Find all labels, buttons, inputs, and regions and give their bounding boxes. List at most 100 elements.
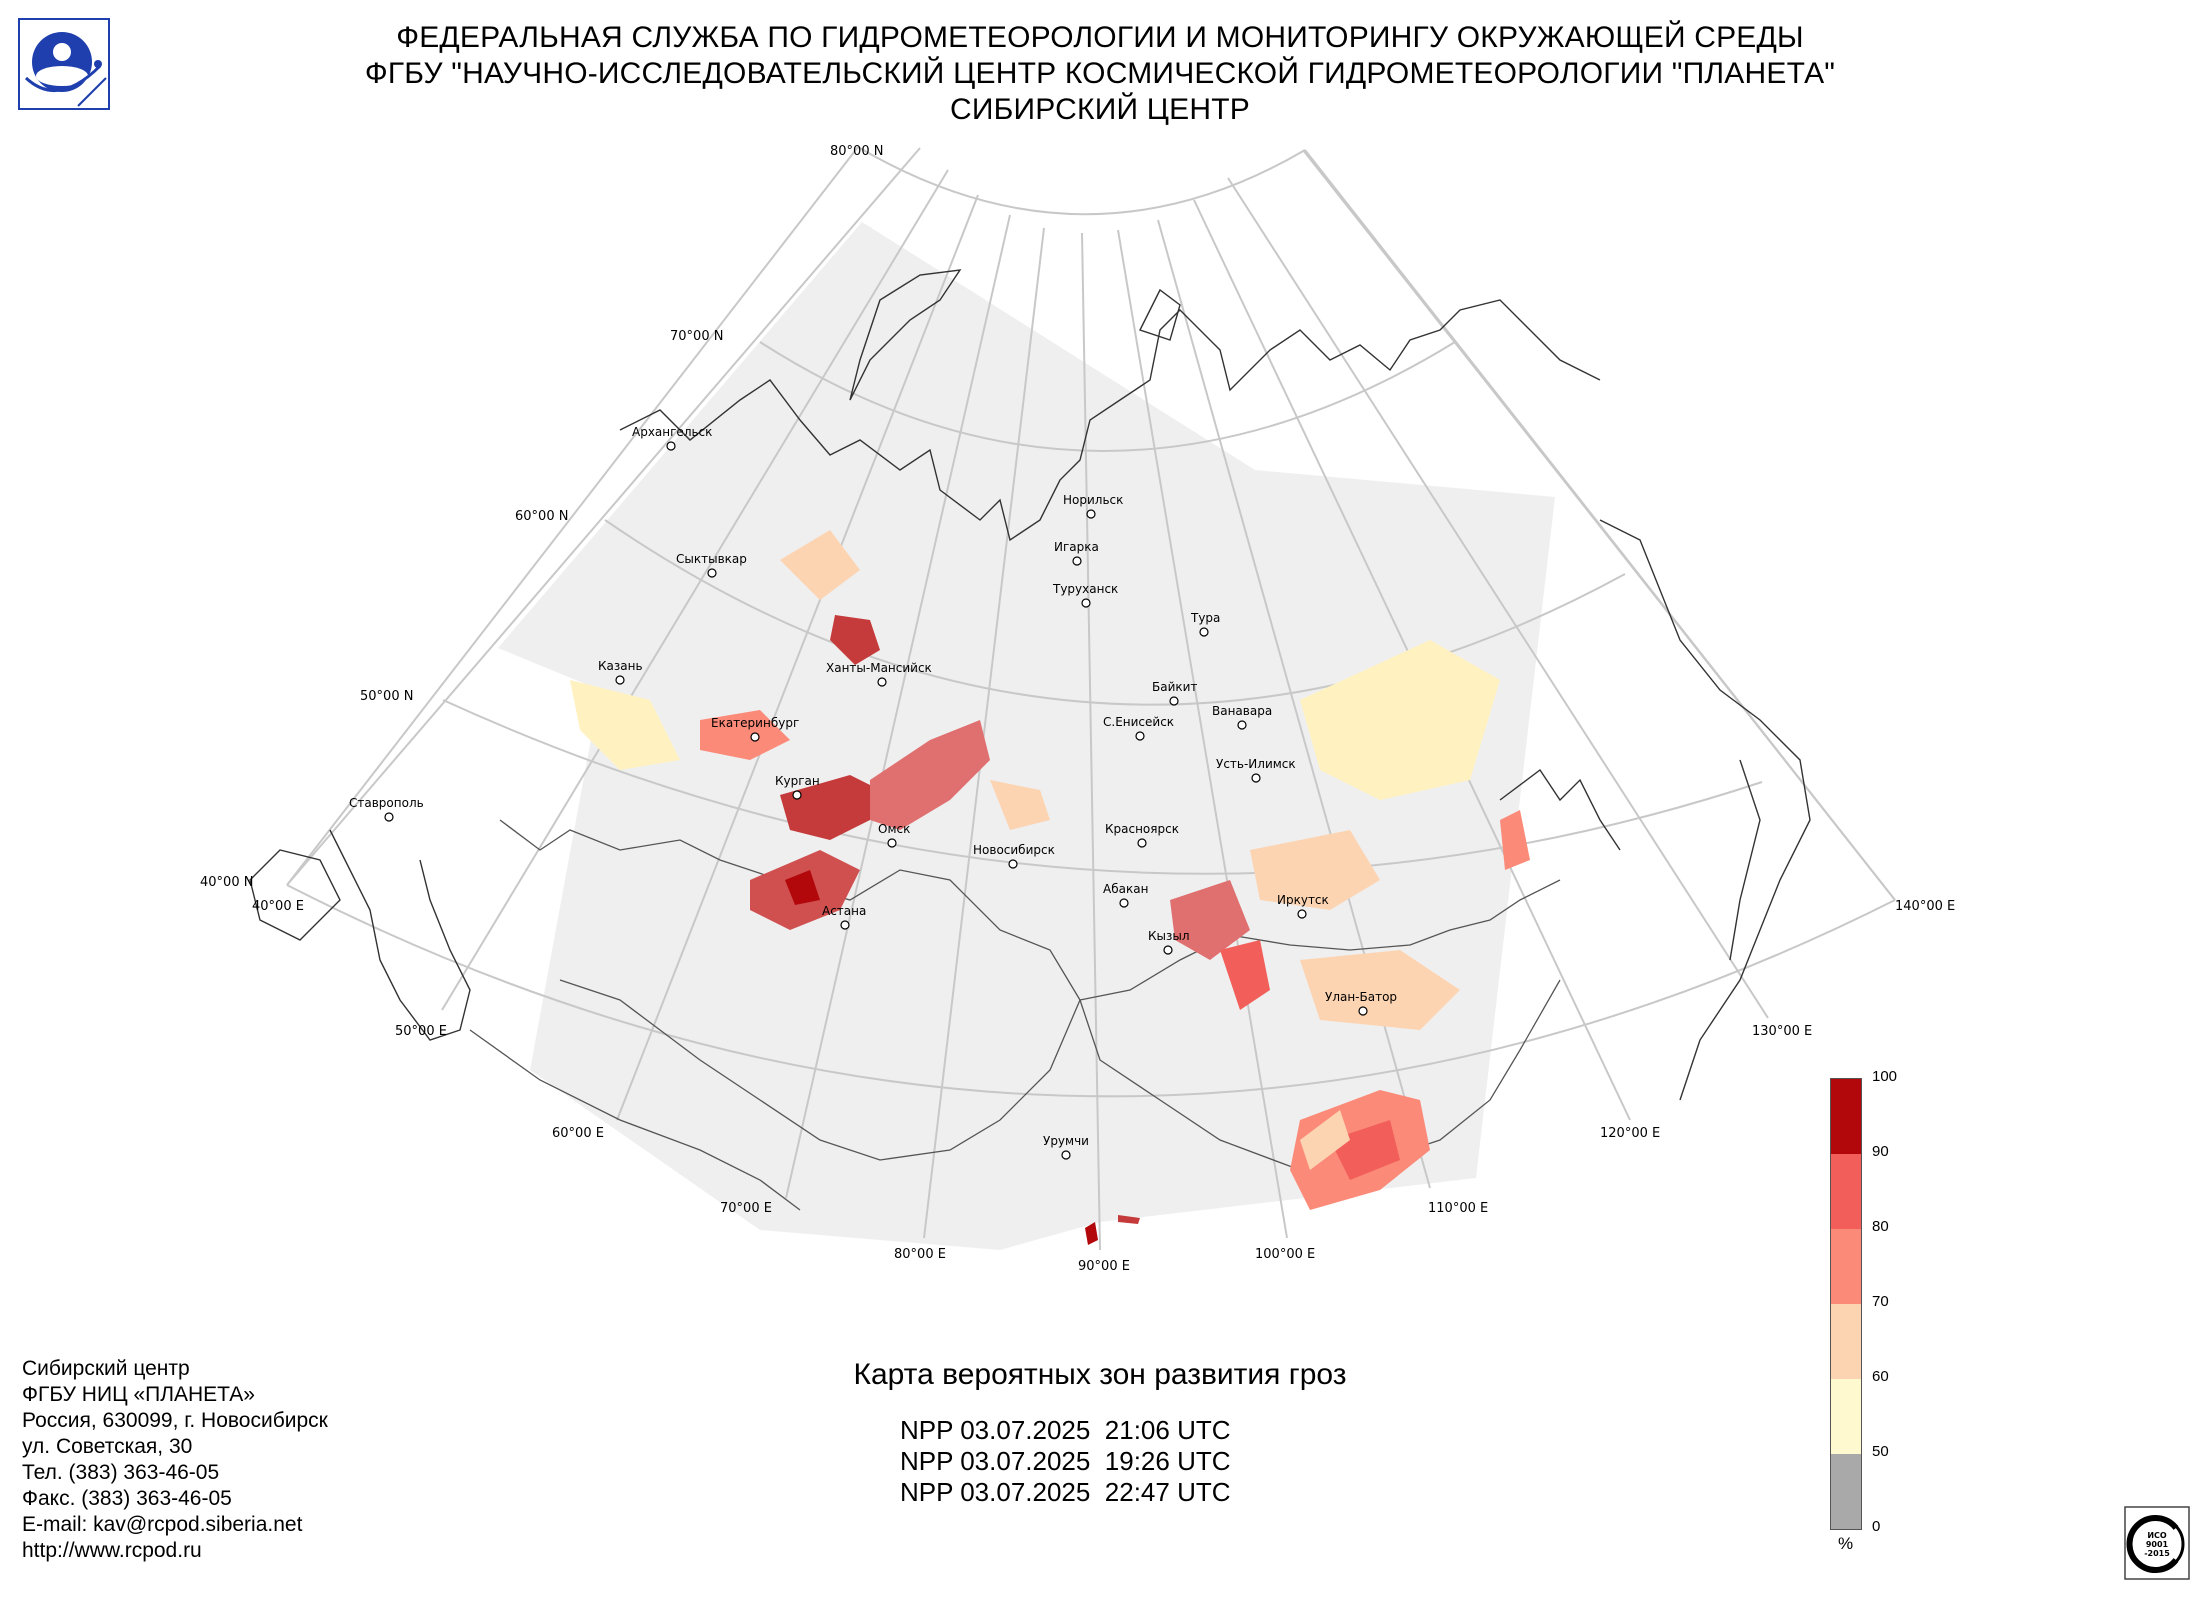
lon-label-130: 130°00 E — [1752, 1024, 1812, 1039]
pass-3: NPP 03.07.2025 22:47 UTC — [900, 1477, 1231, 1507]
city-label-irkutsk: Иркутск — [1277, 893, 1329, 907]
storm-zone-baikal — [1250, 830, 1380, 910]
city-label-astana: Астана — [822, 904, 866, 918]
city-markers — [384, 441, 1368, 1160]
page-header: ФЕДЕРАЛЬНАЯ СЛУЖБА ПО ГИДРОМЕТЕОРОЛОГИИ … — [0, 20, 2200, 128]
lon-label-60: 60°00 E — [552, 1126, 604, 1141]
coast-arctic — [619, 299, 1601, 542]
city-marker-krasnoyarsk — [1137, 838, 1147, 848]
lon-label-50: 50°00 E — [395, 1024, 447, 1039]
legend-tick-90: 90 — [1872, 1143, 1889, 1160]
footer-line-3: Россия, 630099, г. Новосибирск — [22, 1409, 328, 1432]
storm-zone-east-yellow — [1300, 640, 1500, 800]
city-marker-novosibirsk — [1008, 859, 1018, 869]
iso-line-3: -2015 — [2144, 1549, 2170, 1558]
footer-line-4: ул. Советская, 30 — [22, 1435, 193, 1458]
meridian-110 — [1157, 219, 1431, 1189]
storm-zone-mongolia-west — [1220, 940, 1270, 1010]
city-marker-igarka — [1072, 556, 1082, 566]
meridian-130 — [1227, 177, 1769, 1019]
legend-swatch-50-60 — [1831, 1379, 1861, 1454]
parallel-80 — [857, 146, 1306, 216]
legend-swatch-90-100 — [1831, 1079, 1861, 1154]
map-caption: Карта вероятных зон развития гроз — [853, 1358, 1347, 1391]
city-marker-ekaterinburg — [750, 732, 760, 742]
lon-label-90: 90°00 E — [1078, 1259, 1130, 1274]
city-marker-baykit — [1169, 696, 1179, 706]
city-marker-vanavara — [1237, 720, 1247, 730]
storm-zone-syktyvkar — [780, 530, 860, 600]
city-labels: Архангельск Сыктывкар Казань Ханты-Манси… — [349, 425, 1397, 1148]
city-marker-norilsk — [1086, 509, 1096, 519]
city-label-ust-ilimsk: Усть-Илимск — [1216, 757, 1296, 771]
border-central-asia — [469, 1029, 801, 1211]
header-line-1: ФЕДЕРАЛЬНАЯ СЛУЖБА ПО ГИДРОМЕТЕОРОЛОГИИ … — [396, 21, 1804, 54]
footer-email[interactable]: E-mail: kav@rcpod.siberia.net — [22, 1513, 303, 1536]
storm-zone-far-east — [1500, 810, 1530, 870]
city-marker-ust-ilimsk — [1251, 773, 1261, 783]
coast-pacific — [1599, 519, 1811, 1101]
lon-label-70: 70°00 E — [720, 1201, 772, 1216]
city-marker-astana — [840, 920, 850, 930]
city-marker-khanty — [877, 677, 887, 687]
storm-zone-west-band — [570, 680, 680, 770]
parallel-60 — [604, 519, 1626, 706]
border-russia-mongolia — [1079, 879, 1561, 1001]
city-label-ulaanbaatar: Улан-Батор — [1325, 990, 1397, 1004]
city-label-abakan: Абакан — [1103, 882, 1148, 896]
footer-line-1: Сибирский центр — [22, 1357, 190, 1380]
city-label-krasnoyarsk: Красноярск — [1105, 822, 1179, 836]
planeta-logo — [18, 18, 110, 110]
city-label-urumqi: Урумчи — [1043, 1134, 1089, 1148]
city-label-igarka: Игарка — [1054, 540, 1099, 554]
longitude-labels: 40°00 E 50°00 E 60°00 E 70°00 E 80°00 E … — [252, 899, 1955, 1274]
coast-sakhalin — [1729, 759, 1761, 961]
city-label-kurgan: Курган — [775, 774, 820, 788]
parallel-40 — [286, 884, 1896, 1098]
storm-zone-sayan — [1170, 880, 1250, 960]
parallel-70 — [759, 341, 1456, 452]
pass-1: NPP 03.07.2025 21:06 UTC — [900, 1415, 1231, 1445]
meridian-90 — [1081, 232, 1101, 1251]
city-label-novosibirsk: Новосибирск — [973, 843, 1055, 857]
legend-swatch-80-90 — [1831, 1154, 1861, 1229]
city-label-kyzyl: Кызыл — [1148, 929, 1190, 943]
footer-line-2: ФГБУ НИЦ «ПЛАНЕТА» — [22, 1383, 255, 1406]
city-marker-irkutsk — [1297, 909, 1307, 919]
city-label-ekaterinburg: Екатеринбург — [711, 716, 799, 730]
footer-line-6: Факс. (383) 363-46-05 — [22, 1487, 232, 1510]
city-marker-ulaanbaatar — [1358, 1006, 1368, 1016]
city-label-baykit: Байкит — [1152, 680, 1197, 694]
city-label-s-eniseysk: С.Енисейск — [1103, 715, 1174, 729]
lat-label-70: 70°00 N — [670, 329, 723, 344]
lat-label-40: 40°00 N — [200, 875, 253, 890]
iso-line-1: ИСО — [2147, 1531, 2167, 1540]
legend-colorbar — [1830, 1078, 1862, 1530]
lat-label-80: 80°00 N — [830, 144, 883, 159]
pass-2: NPP 03.07.2025 19:26 UTC — [900, 1446, 1231, 1476]
city-marker-tura — [1199, 627, 1209, 637]
city-label-kazan: Казань — [598, 659, 643, 673]
city-marker-abakan — [1119, 898, 1129, 908]
city-label-turukhansk: Туруханск — [1052, 582, 1118, 596]
storm-zone-khanty — [830, 615, 880, 665]
storm-zone-omsk — [870, 720, 990, 830]
legend-tick-100: 100 — [1872, 1068, 1898, 1085]
city-marker-kyzyl — [1163, 945, 1173, 955]
coast-okhotsk — [1499, 768, 1621, 851]
meridian-50 — [441, 169, 949, 1011]
legend-unit: % — [1838, 1534, 1854, 1553]
city-marker-turukhansk — [1081, 598, 1091, 608]
coast-black-sea — [249, 849, 341, 941]
lon-label-40: 40°00 E — [252, 899, 304, 914]
lon-label-120: 120°00 E — [1600, 1126, 1660, 1141]
map-frame — [286, 146, 1896, 901]
meridian-80 — [923, 227, 1045, 1239]
storm-zone-ulaanbaatar — [1300, 950, 1460, 1030]
meridian-100 — [1117, 229, 1288, 1239]
city-label-syktyvkar: Сыктывкар — [676, 552, 747, 566]
header-line-3: СИБИРСКИЙ ЦЕНТР — [950, 93, 1250, 126]
footer-url[interactable]: http://www.rcpod.ru — [22, 1539, 202, 1562]
coastlines — [249, 269, 1811, 1101]
